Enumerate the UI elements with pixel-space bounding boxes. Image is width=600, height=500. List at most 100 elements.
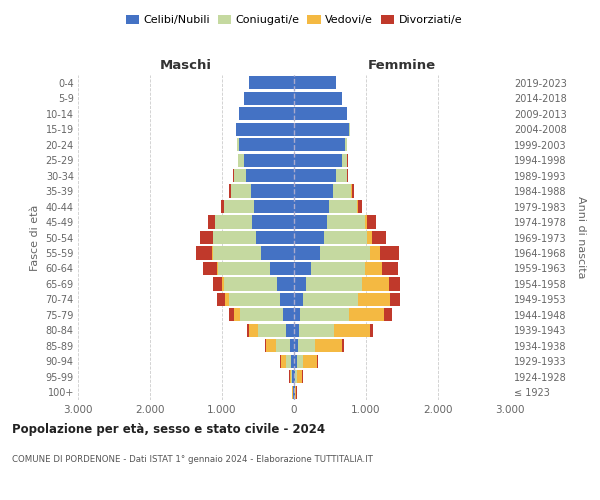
Bar [251,184,294,198]
Bar [372,231,386,244]
Bar [336,169,347,182]
Bar [241,308,283,322]
Bar [357,200,358,213]
Bar [311,262,365,275]
Bar [352,184,353,198]
Bar [196,246,212,260]
Bar [294,354,297,368]
Bar [334,324,370,337]
Legend: Celibi/Nubili, Coniugati/e, Vedovi/e, Divorziati/e: Celibi/Nubili, Coniugati/e, Vedovi/e, Di… [121,10,467,30]
Bar [324,231,367,244]
Bar [294,324,299,337]
Bar [294,293,302,306]
Text: Maschi: Maschi [160,59,212,72]
Bar [370,246,380,260]
Bar [252,216,294,228]
Bar [248,76,294,90]
Bar [239,107,294,120]
Bar [362,278,389,290]
Bar [370,324,373,337]
Bar [283,308,294,322]
Bar [297,354,304,368]
Text: COMUNE DI PORDENONE - Dati ISTAT 1° gennaio 2024 - Elaborazione TUTTITALIA.IT: COMUNE DI PORDENONE - Dati ISTAT 1° genn… [12,455,373,464]
Bar [225,293,229,306]
Bar [215,216,252,228]
Bar [244,92,294,105]
Bar [277,278,294,290]
Bar [294,340,298,352]
Bar [367,231,372,244]
Bar [261,246,294,260]
Bar [294,76,336,90]
Bar [349,308,384,322]
Bar [200,231,213,244]
Bar [299,324,334,337]
Bar [297,370,302,384]
Bar [294,122,349,136]
Bar [294,92,342,105]
Bar [358,200,362,213]
Bar [212,246,261,260]
Bar [247,324,249,337]
Bar [294,246,320,260]
Bar [294,370,295,384]
Bar [290,370,291,384]
Bar [294,262,311,275]
Bar [295,386,296,399]
Bar [294,216,328,228]
Bar [236,122,294,136]
Bar [233,169,234,182]
Bar [254,200,294,213]
Bar [328,216,365,228]
Bar [294,308,301,322]
Bar [365,262,382,275]
Bar [293,386,294,399]
Bar [203,262,217,275]
Bar [281,354,286,368]
Bar [315,340,341,352]
Bar [305,278,362,290]
Bar [294,107,347,120]
Bar [294,154,342,166]
Bar [329,200,357,213]
Bar [358,293,390,306]
Bar [389,278,400,290]
Bar [217,262,218,275]
Bar [317,354,318,368]
Bar [238,154,244,166]
Bar [286,324,294,337]
Bar [301,308,349,322]
Bar [286,354,291,368]
Bar [291,354,294,368]
Bar [294,169,336,182]
Bar [238,138,239,151]
Text: Popolazione per età, sesso e stato civile - 2024: Popolazione per età, sesso e stato civil… [12,422,325,436]
Bar [229,308,234,322]
Bar [232,184,251,198]
Bar [247,169,294,182]
Bar [347,169,348,182]
Bar [320,246,370,260]
Bar [294,184,332,198]
Bar [244,154,294,166]
Bar [302,293,358,306]
Bar [234,169,247,182]
Bar [382,262,398,275]
Bar [304,354,317,368]
Bar [224,200,254,213]
Bar [342,154,347,166]
Bar [294,278,305,290]
Bar [294,231,324,244]
Bar [269,262,294,275]
Bar [294,200,329,213]
Bar [332,184,351,198]
Bar [380,246,399,260]
Y-axis label: Anni di nascita: Anni di nascita [577,196,586,279]
Bar [229,184,231,198]
Bar [221,200,224,213]
Bar [256,231,294,244]
Bar [365,216,367,228]
Bar [234,308,241,322]
Bar [295,370,297,384]
Bar [280,293,294,306]
